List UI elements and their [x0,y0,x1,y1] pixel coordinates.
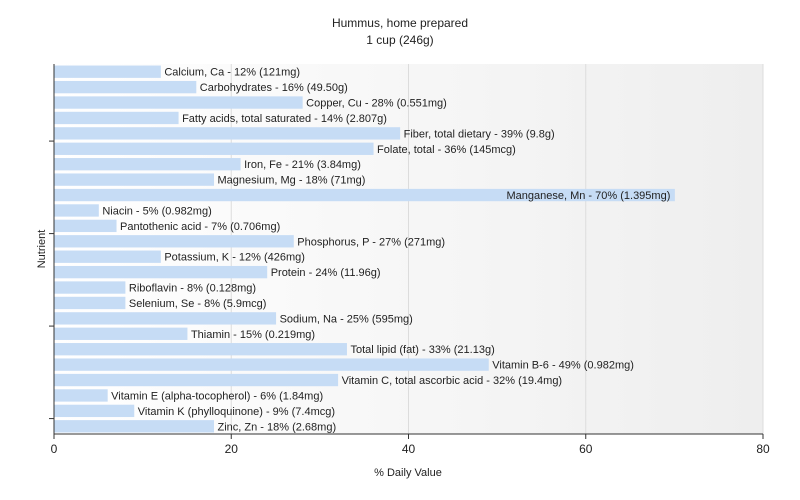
chart-title: Hummus, home prepared [332,16,468,30]
bar-label: Vitamin B-6 - 49% (0.982mg) [492,360,634,372]
bar [54,96,303,109]
bar [54,343,347,356]
bar-label: Fiber, total dietary - 39% (9.8g) [404,128,555,140]
bar [54,250,161,263]
x-ticks: 0 20 40 60 80 [51,434,770,456]
bar-label: Phosphorus, P - 27% (271mg) [297,236,445,248]
bar [54,188,675,202]
bar [54,404,135,418]
bar-label: Iron, Fe - 21% (3.84mg) [244,159,361,171]
bar-label: Fatty acids, total saturated - 14% (2.80… [182,113,387,125]
bar [54,219,117,233]
y-axis-label: Nutrient [36,230,48,269]
bar [54,65,161,78]
bar-label: Sodium, Na - 25% (595mg) [280,313,413,325]
bar-label: Protein - 24% (11.96g) [271,267,381,279]
bar-label: Manganese, Mn - 70% (1.395mg) [507,190,671,202]
bar-label: Calcium, Ca - 12% (121mg) [164,67,300,79]
chart-subtitle: 1 cup (246g) [366,33,433,47]
bar-label: Riboflavin - 8% (0.128mg) [129,283,256,295]
x-tick-label: 40 [402,442,416,456]
bar [54,358,489,371]
grid-lines [230,64,764,434]
bar-label: Vitamin C, total ascorbic acid - 32% (19… [342,375,562,387]
bar-label: Niacin - 5% (0.982mg) [102,205,211,217]
x-tick-label: 20 [225,442,239,456]
bar [54,312,277,325]
bar-label: Potassium, K - 12% (426mg) [164,252,305,264]
bar-label: Vitamin K (phylloquinone) - 9% (7.4mcg) [138,406,335,418]
bar [54,296,126,310]
bar-label: Zinc, Zn - 18% (2.68mg) [218,421,337,433]
bar [54,127,401,140]
bar [54,389,108,402]
bar [54,281,126,294]
bar-label: Magnesium, Mg - 18% (71mg) [218,175,366,187]
bar [54,235,294,248]
bar [54,158,241,171]
bar-label: Carbohydrates - 16% (49.50g) [200,82,348,94]
bar [54,204,99,217]
bar-label: Folate, total - 36% (145mcg) [377,144,516,156]
bar-label: Copper, Cu - 28% (0.551mg) [306,98,447,110]
x-axis-label: % Daily Value [374,467,442,479]
bar [54,142,374,155]
bar-label: Pantothenic acid - 7% (0.706mg) [120,221,280,233]
bar-label: Total lipid (fat) - 33% (21.13g) [350,344,494,356]
bar-label: Thiamin - 15% (0.219mg) [191,329,315,341]
bars: Calcium, Ca - 12% (121mg) Carbohydrates -… [54,65,675,433]
x-tick-label: 0 [51,442,58,456]
bar [54,265,268,279]
bar [54,373,339,387]
bar [54,111,179,125]
x-tick-label: 80 [756,442,770,456]
bar [54,420,215,433]
bar [54,80,197,94]
bar-label: Vitamin E (alpha-tocopherol) - 6% (1.84m… [111,390,323,402]
x-tick-label: 60 [579,442,593,456]
bar [54,327,188,340]
bar [54,173,215,186]
bar-label: Selenium, Se - 8% (5.9mcg) [129,298,267,310]
